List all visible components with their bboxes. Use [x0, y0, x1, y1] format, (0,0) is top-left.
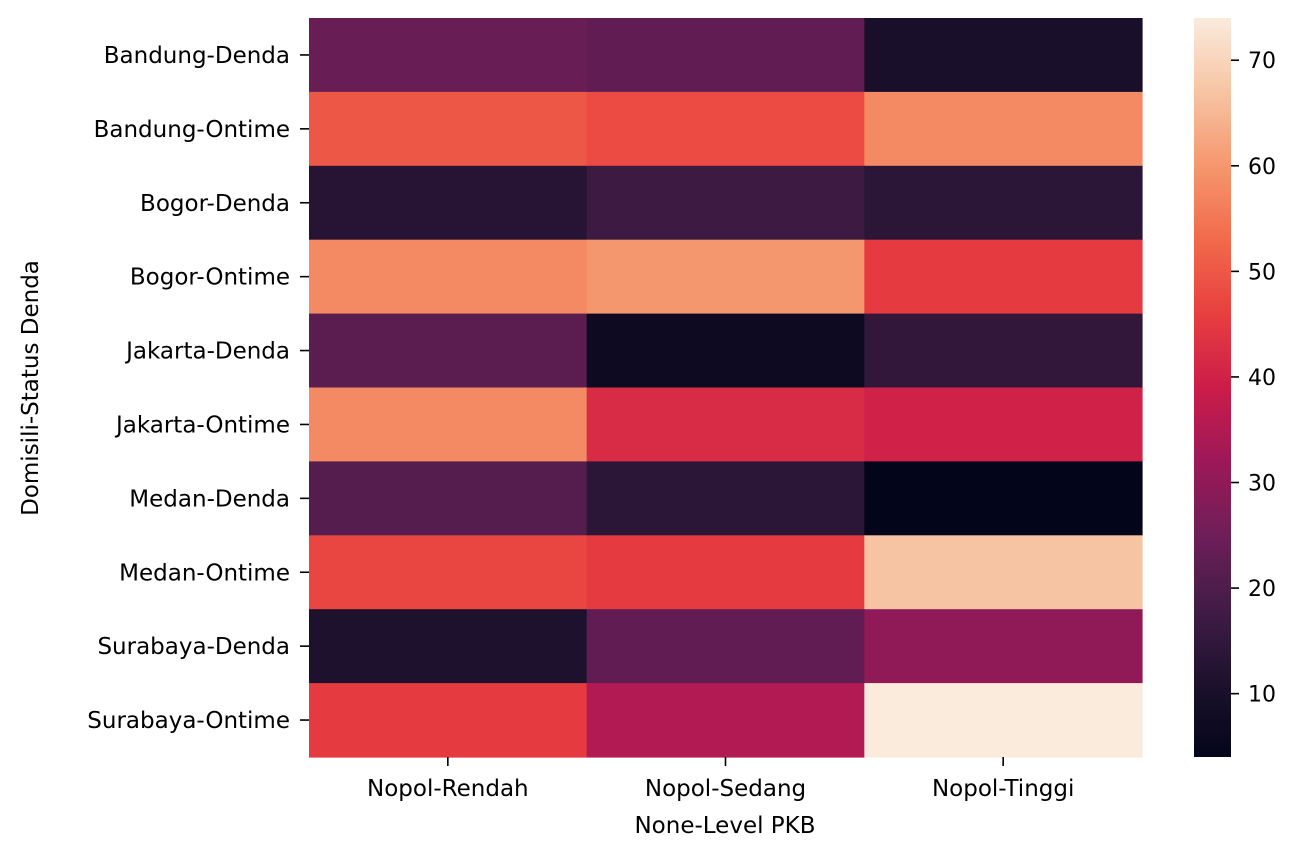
heatmap-cell-0-1: [586, 18, 865, 93]
y-tick-label: Medan-Denda: [129, 486, 290, 512]
y-tick-label: Bogor-Denda: [140, 191, 290, 217]
heatmap-cell-4-1: [586, 313, 865, 389]
heatmap-cell-5-0: [309, 387, 588, 462]
heatmap-cell-0-2: [864, 18, 1143, 93]
y-axis-label: Domisili-Status Denda: [18, 260, 44, 516]
colorbar-tick-label: 10: [1248, 683, 1276, 708]
heatmap-cell-6-1: [586, 461, 865, 536]
colorbar-gradient: [1194, 18, 1231, 757]
heatmap-cell-8-0: [309, 609, 588, 684]
x-tick-label: Nopol-Tinggi: [932, 776, 1074, 802]
y-tick-label: Surabaya-Ontime: [87, 708, 290, 734]
heatmap-cell-7-2: [864, 535, 1143, 610]
heatmap-cell-1-2: [864, 91, 1143, 167]
colorbar-tick-label: 60: [1248, 155, 1276, 180]
heatmap-cell-3-2: [864, 239, 1143, 315]
y-tick-label: Bandung-Denda: [104, 43, 290, 69]
colorbar-tick-label: 70: [1248, 49, 1276, 74]
y-tick-label: Surabaya-Denda: [97, 634, 290, 660]
y-tick-label: Bogor-Ontime: [130, 265, 290, 291]
y-axis: Bandung-Denda Bandung-Ontime Bogor-Denda Bo…: [87, 43, 309, 734]
y-tick-label: Jakarta-Denda: [124, 339, 290, 365]
x-tick-label: Nopol-Sedang: [645, 776, 806, 802]
colorbar-tick-label: 50: [1248, 260, 1276, 285]
heatmap-cell-2-0: [309, 165, 588, 241]
heatmap-cell-9-1: [586, 683, 865, 758]
heatmap-cell-4-0: [309, 313, 588, 389]
heatmap-cell-5-2: [864, 387, 1143, 462]
heatmap-cell-7-0: [309, 535, 588, 610]
colorbar-tick-label: 40: [1248, 366, 1276, 391]
heatmap-cell-8-1: [586, 609, 865, 684]
heatmap-cell-8-2: [864, 609, 1143, 684]
colorbar: 10 20 30 40 50 60 70: [1194, 18, 1276, 757]
heatmap-cell-1-1: [586, 91, 865, 167]
heatmap-cell-3-0: [309, 239, 588, 315]
heatmap-cell-3-1: [586, 239, 865, 315]
heatmap-cell-4-2: [864, 313, 1143, 389]
heatmap-cell-7-1: [586, 535, 865, 610]
x-axis-label: None-Level PKB: [634, 813, 815, 839]
heatmap-cell-1-0: [309, 91, 588, 167]
heatmap-cell-2-2: [864, 165, 1143, 241]
heatmap-cells: [309, 18, 1143, 758]
heatmap-cell-6-0: [309, 461, 588, 536]
x-axis: Nopol-Rendah Nopol-Sedang Nopol-Tinggi: [367, 757, 1074, 802]
y-tick-label: Jakarta-Ontime: [114, 412, 290, 438]
y-tick-label: Medan-Ontime: [119, 560, 290, 586]
heatmap-cell-2-1: [586, 165, 865, 241]
heatmap-cell-0-0: [309, 18, 588, 93]
heatmap-cell-6-2: [864, 461, 1143, 536]
heatmap-cell-9-0: [309, 683, 588, 758]
colorbar-tick-label: 30: [1248, 472, 1276, 497]
y-tick-label: Bandung-Ontime: [94, 117, 290, 143]
heatmap-cell-5-1: [586, 387, 865, 462]
heatmap-cell-9-2: [864, 683, 1143, 758]
colorbar-tick-label: 20: [1248, 577, 1276, 602]
x-tick-label: Nopol-Rendah: [367, 776, 529, 802]
